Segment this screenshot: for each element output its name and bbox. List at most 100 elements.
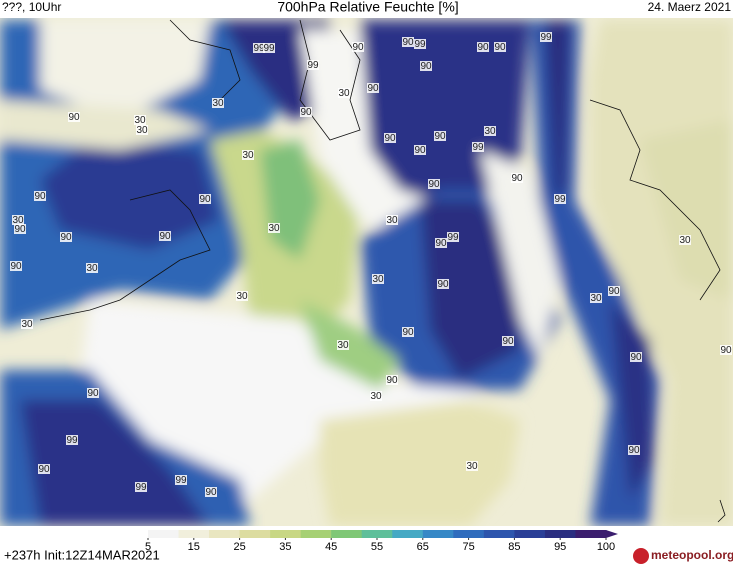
contour-label-box	[466, 461, 478, 471]
contour-label-box	[384, 133, 396, 143]
contour-label-box	[134, 115, 146, 125]
contour-label-box	[253, 43, 265, 53]
colorbar-label: 45	[325, 541, 337, 553]
colorbar-label: 55	[371, 541, 383, 553]
contour-label-box	[494, 42, 506, 52]
contour-label-box	[386, 215, 398, 225]
contour-label: 90	[435, 238, 447, 249]
contour-label: 30	[484, 126, 496, 137]
humid-core	[20, 400, 210, 526]
colorbar-swatch	[209, 530, 241, 538]
contour-label: 99	[414, 39, 426, 50]
contour-label: 99	[253, 43, 265, 54]
contour-label: 90	[434, 131, 446, 142]
contour-label-box	[307, 60, 319, 70]
contour-label-box	[434, 131, 446, 141]
contour-label-box	[352, 42, 364, 52]
contour-label-box	[435, 238, 447, 248]
contour-label: 90	[402, 327, 414, 338]
contour-label: 90	[352, 42, 364, 53]
contour-label: 90	[630, 352, 642, 363]
contour-label: 90	[199, 194, 211, 205]
contour-label: 99	[175, 475, 187, 486]
colorbar-label: 95	[554, 541, 566, 553]
contour-label: 90	[437, 279, 449, 290]
contour-label: 30	[12, 215, 24, 226]
contour-label-box	[12, 215, 24, 225]
colorbar-arrow	[606, 530, 618, 538]
contour-label: 90	[402, 37, 414, 48]
contour-label: 90	[494, 42, 506, 53]
contour-label-box	[337, 340, 349, 350]
contour-label: 30	[338, 88, 350, 99]
contour-label-box	[300, 107, 312, 117]
colorbar-swatch	[514, 530, 546, 538]
contour-label: 99	[135, 482, 147, 493]
contour-label-box	[511, 173, 523, 183]
contour-label-box	[720, 345, 732, 355]
contour-label-box	[136, 125, 148, 135]
colorbar-swatch	[483, 530, 515, 538]
contour-label: 90	[608, 286, 620, 297]
coastline	[39, 189, 211, 321]
contour-label-box	[628, 445, 640, 455]
contour-label: 90	[367, 83, 379, 94]
contour-label: 99	[307, 60, 319, 71]
contour-label-box	[159, 231, 171, 241]
contour-label: 90	[384, 133, 396, 144]
contour-label: 30	[679, 235, 691, 246]
contour-label: 30	[590, 293, 602, 304]
contour-label-box	[135, 482, 147, 492]
contour-label: 90	[34, 191, 46, 202]
colorbar-swatch	[361, 530, 393, 538]
contour-label-box	[402, 37, 414, 47]
contour-label-box	[402, 327, 414, 337]
contour-label: 90	[420, 61, 432, 72]
colorbar-label: 15	[188, 541, 200, 553]
colorbar-label: 25	[233, 541, 245, 553]
contour-label: 90	[14, 224, 26, 235]
contour-label: 99	[263, 43, 275, 54]
coastline	[169, 19, 241, 101]
colorbar-label: 5	[145, 541, 151, 553]
contour-label: 30	[372, 274, 384, 285]
contour-label: 90	[386, 375, 398, 386]
contour-label: 30	[386, 215, 398, 226]
contour-label: 30	[86, 263, 98, 274]
header-date: 24. Maerz 2021	[648, 0, 732, 14]
contour-label-box	[87, 388, 99, 398]
contour-label: 99	[554, 194, 566, 205]
contour-label: 99	[66, 435, 78, 446]
colorbar-swatch	[178, 530, 210, 538]
contour-label-box	[66, 435, 78, 445]
contour-label: 30	[136, 125, 148, 136]
contour-label-box	[175, 475, 187, 485]
contour-label-box	[472, 142, 484, 152]
contour-label-box	[372, 274, 384, 284]
contour-label-box	[477, 42, 489, 52]
colorbar-label: 35	[279, 541, 291, 553]
contour-label-box	[199, 194, 211, 204]
contour-label: 90	[502, 336, 514, 347]
contour-label: 99	[540, 32, 552, 43]
contour-label-box	[367, 83, 379, 93]
contour-label-box	[10, 261, 22, 271]
colorbar-swatch	[575, 530, 607, 538]
contour-label: 90	[511, 173, 523, 184]
dry-area	[40, 20, 210, 120]
contour-label: 30	[466, 461, 478, 472]
contour-label-box	[420, 61, 432, 71]
colorbar: 5 15 25 35 45 55 65 75 85 95 100	[145, 530, 618, 553]
contour-label-box	[236, 291, 248, 301]
contour-label: 99	[472, 142, 484, 153]
contour-label-box	[60, 232, 72, 242]
dry-area	[320, 400, 520, 526]
contour-label-box	[68, 112, 80, 122]
contour-label-box	[370, 391, 382, 401]
header-left: ???, 10Uhr	[2, 0, 61, 14]
moist-area	[300, 300, 400, 390]
contour-label-box	[502, 336, 514, 346]
humid-core	[545, 20, 570, 200]
